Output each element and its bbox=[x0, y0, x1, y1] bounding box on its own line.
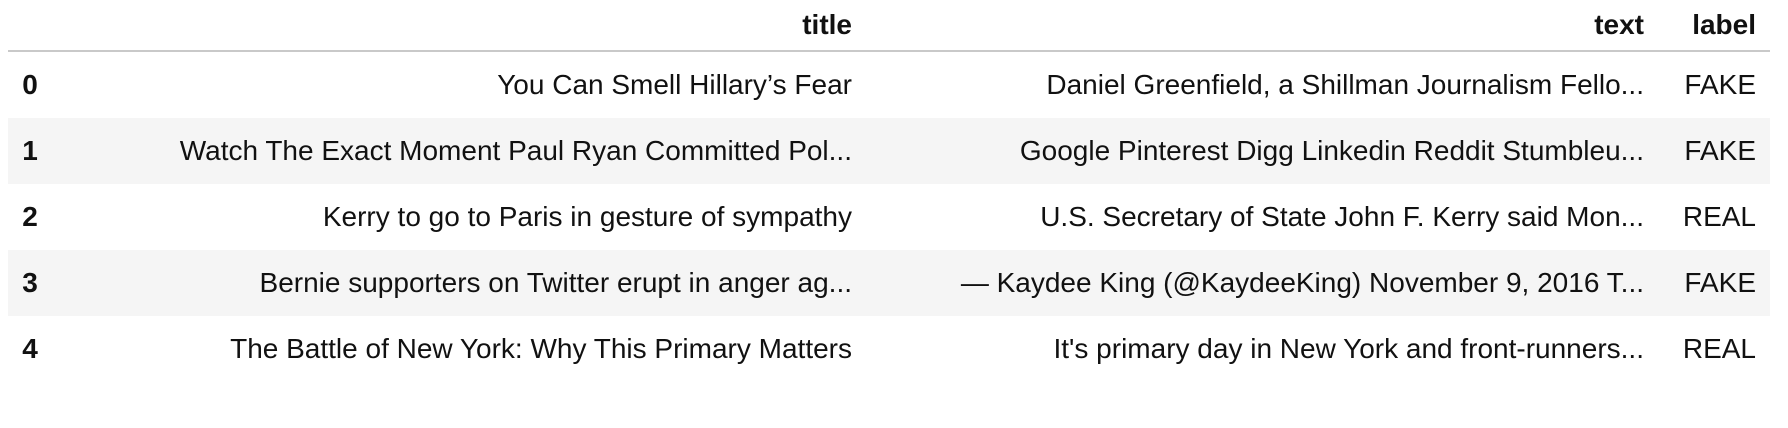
table-row: 4 The Battle of New York: Why This Prima… bbox=[8, 316, 1770, 382]
table-row: 1 Watch The Exact Moment Paul Ryan Commi… bbox=[8, 118, 1770, 184]
title-cell: You Can Smell Hillary’s Fear bbox=[52, 51, 868, 118]
title-cell-text: You Can Smell Hillary’s Fear bbox=[497, 69, 852, 100]
label-cell: REAL bbox=[1682, 333, 1756, 364]
row-index: 3 bbox=[22, 267, 38, 298]
table-header: title text label bbox=[8, 0, 1770, 52]
header-row: title text label bbox=[8, 0, 1770, 52]
title-cell-text: Kerry to go to Paris in gesture of sympa… bbox=[322, 201, 852, 232]
table-row: 2 Kerry to go to Paris in gesture of sym… bbox=[8, 184, 1770, 250]
text-cell-text: U.S. Secretary of State John F. Kerry sa… bbox=[1040, 201, 1644, 232]
title-column-header: title bbox=[52, 0, 868, 52]
title-cell: Bernie supporters on Twitter erupt in an… bbox=[52, 250, 868, 316]
text-cell: Daniel Greenfield, a Shillman Journalism… bbox=[868, 51, 1660, 118]
row-index: 1 bbox=[22, 135, 38, 166]
table-row: 0 You Can Smell Hillary’s Fear Daniel Gr… bbox=[8, 51, 1770, 118]
label-cell: FAKE bbox=[1684, 267, 1756, 298]
data-table: title text label 0 You Can Smell Hillary… bbox=[8, 0, 1770, 382]
index-column-header bbox=[8, 0, 52, 52]
row-index: 0 bbox=[22, 69, 38, 100]
title-cell-text: Bernie supporters on Twitter erupt in an… bbox=[259, 267, 852, 298]
text-column-header: text bbox=[868, 0, 1660, 52]
text-cell: It's primary day in New York and front-r… bbox=[868, 316, 1660, 382]
label-cell: FAKE bbox=[1684, 135, 1756, 166]
text-cell: — Kaydee King (@KaydeeKing) November 9, … bbox=[868, 250, 1660, 316]
text-cell: U.S. Secretary of State John F. Kerry sa… bbox=[868, 184, 1660, 250]
row-index: 4 bbox=[22, 333, 38, 364]
text-cell: Google Pinterest Digg Linkedin Reddit St… bbox=[868, 118, 1660, 184]
title-cell: Kerry to go to Paris in gesture of sympa… bbox=[52, 184, 868, 250]
text-cell-text: It's primary day in New York and front-r… bbox=[1053, 333, 1645, 364]
row-index: 2 bbox=[22, 201, 38, 232]
title-cell-text: Watch The Exact Moment Paul Ryan Committ… bbox=[179, 135, 852, 166]
text-cell-text: — Kaydee King (@KaydeeKing) November 9, … bbox=[960, 267, 1644, 298]
text-cell-text: Daniel Greenfield, a Shillman Journalism… bbox=[1046, 69, 1644, 100]
text-cell-text: Google Pinterest Digg Linkedin Reddit St… bbox=[1019, 135, 1644, 166]
table-body: 0 You Can Smell Hillary’s Fear Daniel Gr… bbox=[8, 51, 1770, 382]
table-row: 3 Bernie supporters on Twitter erupt in … bbox=[8, 250, 1770, 316]
label-cell: FAKE bbox=[1684, 69, 1756, 100]
label-column-header: label bbox=[1660, 0, 1770, 52]
label-cell: REAL bbox=[1682, 201, 1756, 232]
title-cell: Watch The Exact Moment Paul Ryan Committ… bbox=[52, 118, 868, 184]
title-cell-text: The Battle of New York: Why This Primary… bbox=[230, 333, 852, 364]
title-cell: The Battle of New York: Why This Primary… bbox=[52, 316, 868, 382]
